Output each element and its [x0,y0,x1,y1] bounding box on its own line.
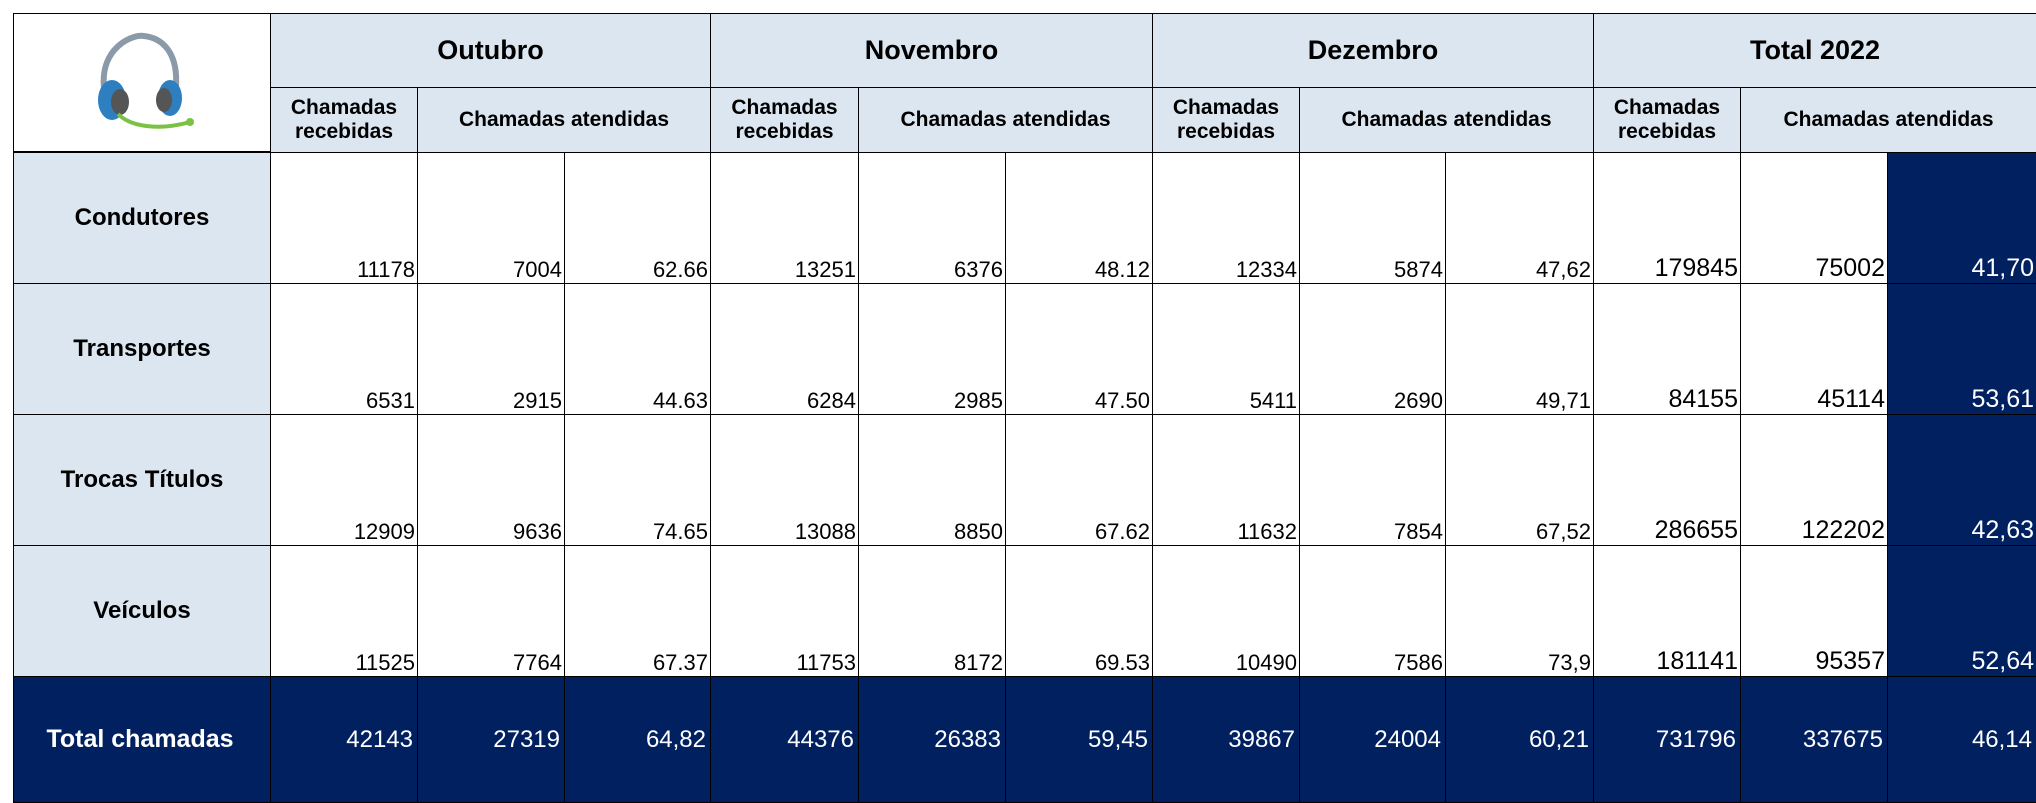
data-cell: 7004 [417,152,565,284]
data-cell: 7764 [417,545,565,677]
total-label: Total chamadas [13,676,271,803]
total-cell: 60,21 [1445,676,1594,803]
sub-header: Chamadas atendidas [1740,87,2036,153]
data-cell: 6531 [270,283,418,415]
data-cell: 7586 [1299,545,1446,677]
sub-header: Chamadas recebidas [1593,87,1741,153]
total-cell: 24004 [1299,676,1446,803]
data-cell: 2690 [1299,283,1446,415]
sub-header: Chamadas recebidas [270,87,418,153]
data-cell: 73,9 [1445,545,1594,677]
data-cell: 181141 [1593,545,1741,677]
total-cell: 337675 [1740,676,1888,803]
sub-header: Chamadas atendidas [417,87,711,153]
total-cell: 42143 [270,676,418,803]
data-cell: 95357 [1740,545,1888,677]
data-cell: 11178 [270,152,418,284]
data-cell: 62.66 [564,152,711,284]
logo-cell [13,13,271,152]
sub-header: Chamadas recebidas [710,87,859,153]
data-cell: 286655 [1593,414,1741,546]
data-cell: 5411 [1152,283,1300,415]
group-header: Dezembro [1152,13,1594,88]
data-cell: 7854 [1299,414,1446,546]
data-cell: 10490 [1152,545,1300,677]
data-cell: 45114 [1740,283,1888,415]
data-cell: 2915 [417,283,565,415]
data-cell: 179845 [1593,152,1741,284]
data-cell: 8850 [858,414,1006,546]
data-cell: 67,52 [1445,414,1594,546]
total-cell: 26383 [858,676,1006,803]
row-label: Condutores [13,152,271,284]
data-cell: 52,64 [1887,545,2036,677]
data-cell: 67.62 [1005,414,1153,546]
data-cell: 44.63 [564,283,711,415]
data-cell: 53,61 [1887,283,2036,415]
group-header: Outubro [270,13,711,88]
data-cell: 9636 [417,414,565,546]
data-cell: 47,62 [1445,152,1594,284]
data-cell: 12909 [270,414,418,546]
data-cell: 5874 [1299,152,1446,284]
data-cell: 11632 [1152,414,1300,546]
data-cell: 47.50 [1005,283,1153,415]
sub-header: Chamadas atendidas [858,87,1153,153]
total-cell: 731796 [1593,676,1741,803]
data-cell: 2985 [858,283,1006,415]
page: OutubroChamadas recebidasChamadas atendi… [0,0,2036,802]
data-cell: 11753 [710,545,859,677]
data-cell: 6284 [710,283,859,415]
data-cell: 75002 [1740,152,1888,284]
data-cell: 67.37 [564,545,711,677]
data-cell: 6376 [858,152,1006,284]
total-cell: 44376 [710,676,859,803]
row-label: Transportes [13,283,271,415]
total-cell: 64,82 [564,676,711,803]
total-cell: 27319 [417,676,565,803]
row-label: Trocas Títulos [13,414,271,546]
data-cell: 12334 [1152,152,1300,284]
row-label: Veículos [13,545,271,677]
sub-header: Chamadas recebidas [1152,87,1300,153]
total-cell: 59,45 [1005,676,1153,803]
data-cell: 84155 [1593,283,1741,415]
total-cell: 46,14 [1887,676,2036,803]
data-cell: 49,71 [1445,283,1594,415]
table: OutubroChamadas recebidasChamadas atendi… [0,0,2036,802]
data-cell: 69.53 [1005,545,1153,677]
data-cell: 74.65 [564,414,711,546]
data-cell: 42,63 [1887,414,2036,546]
data-cell: 8172 [858,545,1006,677]
headset-icon [82,28,202,138]
data-cell: 48.12 [1005,152,1153,284]
total-cell: 39867 [1152,676,1300,803]
data-cell: 41,70 [1887,152,2036,284]
data-cell: 11525 [270,545,418,677]
data-cell: 13088 [710,414,859,546]
group-header: Novembro [710,13,1153,88]
data-cell: 13251 [710,152,859,284]
sub-header: Chamadas atendidas [1299,87,1594,153]
data-cell: 122202 [1740,414,1888,546]
group-header: Total 2022 [1593,13,2036,88]
